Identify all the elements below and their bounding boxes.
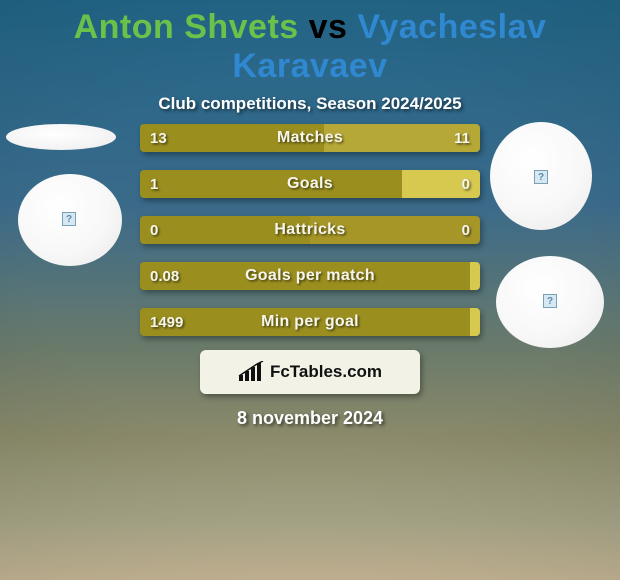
player1-photo-2	[18, 174, 122, 266]
placeholder-icon	[534, 170, 548, 184]
bar-row: Min per goal1499	[140, 308, 480, 336]
bar-row: Hattricks0 0	[140, 216, 480, 244]
bars-icon	[238, 361, 264, 383]
player2-photo-1	[490, 122, 592, 230]
bar-label: Goals per match	[140, 262, 480, 290]
bar-row: Goals1 0	[140, 170, 480, 198]
placeholder-icon	[62, 212, 76, 226]
bar-value-right: 11	[454, 124, 470, 152]
bar-value-left: 1	[150, 170, 158, 198]
bar-label: Matches	[140, 124, 480, 152]
bar-value-right: 0	[462, 170, 470, 198]
bar-value-left: 0	[150, 216, 158, 244]
content-root: Anton Shvets vs Vyacheslav Karavaev Club…	[0, 0, 620, 580]
bar-row: Goals per match0.08	[140, 262, 480, 290]
subtitle: Club competitions, Season 2024/2025	[0, 94, 620, 114]
bar-value-left: 1499	[150, 308, 183, 336]
logo-text: FcTables.com	[270, 362, 382, 382]
player1-photo-ellipse	[6, 124, 116, 150]
comparison-bars: Matches1311Goals10Hattricks00Goals per m…	[140, 124, 480, 354]
player1-name: Anton Shvets	[74, 8, 299, 46]
bar-value-right: 0	[462, 216, 470, 244]
bar-label: Hattricks	[140, 216, 480, 244]
fctables-logo: FcTables.com	[200, 350, 420, 394]
bar-value-left: 13	[150, 124, 167, 152]
bar-row: Matches13 11	[140, 124, 480, 152]
player2-photo-2	[496, 256, 604, 348]
placeholder-icon	[543, 294, 557, 308]
vs-separator: vs	[299, 8, 358, 46]
bar-value-left: 0.08	[150, 262, 179, 290]
page-title: Anton Shvets vs Vyacheslav Karavaev	[0, 2, 620, 88]
bar-label: Goals	[140, 170, 480, 198]
date-text: 8 november 2024	[0, 408, 620, 429]
bar-label: Min per goal	[140, 308, 480, 336]
